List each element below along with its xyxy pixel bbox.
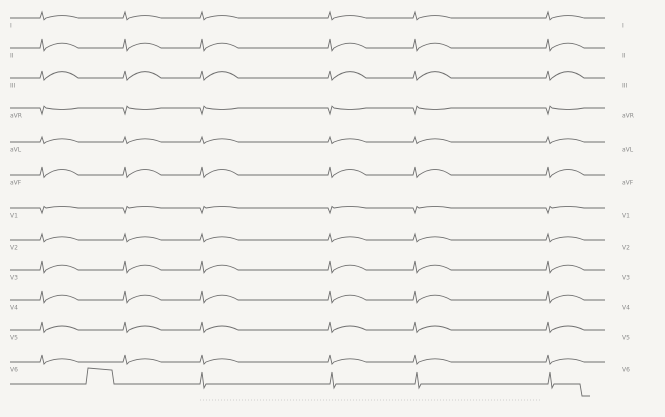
lead-label: V6 <box>622 367 630 374</box>
lead-label: aVF <box>622 180 634 187</box>
lead-label: V3 <box>10 275 18 282</box>
lead-label: II <box>622 53 626 60</box>
lead-label: V2 <box>10 245 18 252</box>
lead-label: V1 <box>10 213 18 220</box>
lead-label: V5 <box>10 335 18 342</box>
lead-label: V5 <box>622 335 630 342</box>
lead-label: aVR <box>622 113 634 120</box>
lead-label: aVR <box>10 113 22 120</box>
lead-label: I <box>10 23 12 30</box>
lead-label: V1 <box>622 213 630 220</box>
lead-label: III <box>622 83 628 90</box>
ecg-sheet: IIIIIIIIIIIIaVRaVRaVLaVLaVFaVFV1V1V2V2V3… <box>0 0 665 417</box>
lead-label: I <box>622 23 624 30</box>
lead-label: V2 <box>622 245 630 252</box>
lead-label: V4 <box>10 305 18 312</box>
lead-label: II <box>10 53 14 60</box>
lead-label: V6 <box>10 367 18 374</box>
page: IIIIIIIIIIIIaVRaVRaVLaVLaVFaVFV1V1V2V2V3… <box>0 0 665 417</box>
lead-label: V3 <box>622 275 630 282</box>
lead-label: III <box>10 83 16 90</box>
paper <box>0 0 665 417</box>
lead-label: aVL <box>10 147 22 154</box>
lead-label: aVF <box>10 180 22 187</box>
lead-label: V4 <box>622 305 630 312</box>
lead-label: aVL <box>622 147 634 154</box>
